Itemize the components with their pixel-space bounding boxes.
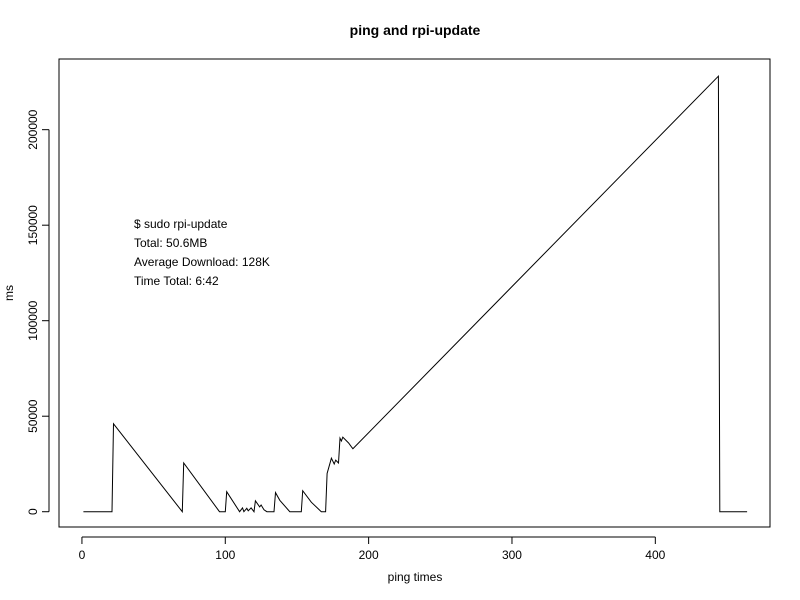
x-tick-label: 400 [645, 548, 665, 562]
x-tick-label: 100 [215, 548, 235, 562]
y-tick-label: 150000 [26, 205, 40, 245]
x-tick-label: 0 [79, 548, 86, 562]
series-line [83, 74, 748, 514]
y-tick-label: 50000 [26, 399, 40, 433]
annotation-line: Average Download: 128K [134, 255, 270, 269]
annotation-line: Total: 50.6MB [134, 236, 207, 250]
plot-frame [58, 58, 771, 528]
y-tick-label: 200000 [26, 109, 40, 149]
y-axis: 0 50000 100000 150000 200000 [26, 109, 50, 515]
annotation-line: $ sudo rpi-update [134, 217, 228, 231]
x-axis: 0 100 200 300 400 [79, 536, 666, 562]
y-tick-label: 0 [26, 508, 40, 515]
y-tick-label: 100000 [26, 300, 40, 340]
x-tick-label: 200 [359, 548, 379, 562]
chart-title: ping and rpi-update [350, 22, 481, 38]
x-tick-label: 300 [502, 548, 522, 562]
annotation-line: Time Total: 6:42 [134, 274, 219, 288]
annotation: $ sudo rpi-update Total: 50.6MB Average Do… [134, 217, 270, 288]
y-axis-label: ms [2, 285, 16, 301]
x-axis-label: ping times [388, 570, 443, 584]
